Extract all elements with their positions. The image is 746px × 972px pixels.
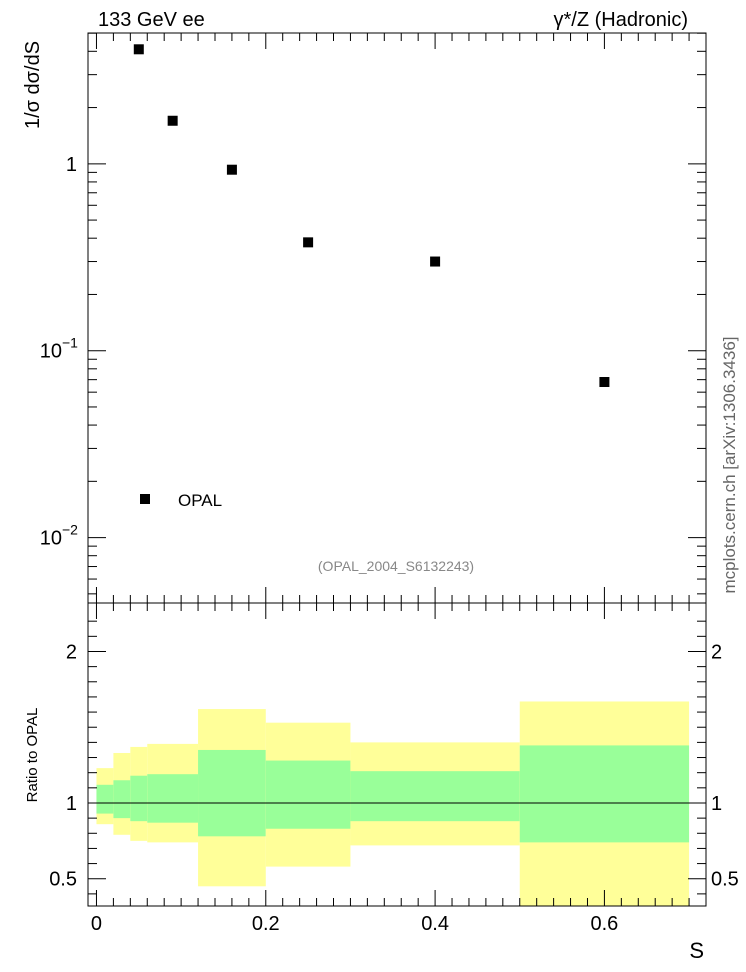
ratio-y-axis-label: Ratio to OPAL	[24, 708, 41, 803]
main-y-tick-label: 1	[66, 154, 77, 176]
main-plot-frame	[87, 32, 707, 604]
ratio-inner-band-5	[265, 760, 351, 829]
ratio-y-tick-label: 2	[66, 641, 77, 663]
ratio-inner-band-7	[519, 745, 690, 843]
ratio-inner-band-1	[113, 780, 131, 819]
x-tick-label: 0.6	[591, 913, 619, 935]
header-right-title: γ*/Z (Hadronic)	[554, 9, 688, 31]
legend-label: OPAL	[178, 491, 222, 510]
data-point-6	[430, 256, 441, 267]
x-tick-label: 0.2	[252, 913, 280, 935]
data-point-2	[133, 44, 144, 55]
main-y-tick-label: 10	[40, 341, 62, 363]
x-axis-label: S	[689, 938, 704, 963]
ratio-y-tick-label-right: 2	[711, 641, 722, 663]
main-y-tick-exponent: −2	[62, 522, 78, 538]
data-point-3	[167, 115, 178, 126]
data-point-4	[226, 164, 237, 175]
ratio-y-tick-label-right: 0.5	[711, 869, 739, 891]
ratio-inner-band-4	[198, 749, 266, 837]
main-y-tick-exponent: −1	[62, 335, 78, 351]
ratio-plot-frame	[87, 602, 707, 907]
ratio-inner-band-6	[350, 771, 520, 822]
ratio-y-tick-label: 1	[66, 793, 77, 815]
ratio-inner-band-2	[130, 775, 148, 822]
data-point-5	[303, 237, 314, 248]
ratio-y-tick-label-right: 1	[711, 793, 722, 815]
main-y-axis-label: 1/σ dσ/dS	[22, 41, 44, 129]
data-point-7	[599, 377, 610, 388]
ratio-inner-band-0	[96, 784, 114, 814]
header-left-title: 133 GeV ee	[98, 9, 205, 31]
side-source-label: mcplots.cern.ch [arXiv:1306.3436]	[720, 336, 739, 593]
ratio-inner-band-3	[147, 774, 199, 823]
x-tick-label: 0	[91, 913, 102, 935]
main-y-tick-label: 10	[40, 528, 62, 550]
legend-marker	[140, 494, 150, 504]
x-tick-label: 0.4	[421, 913, 449, 935]
analysis-watermark: (OPAL_2004_S6132243)	[318, 558, 474, 574]
ratio-y-tick-label: 0.5	[49, 869, 77, 891]
